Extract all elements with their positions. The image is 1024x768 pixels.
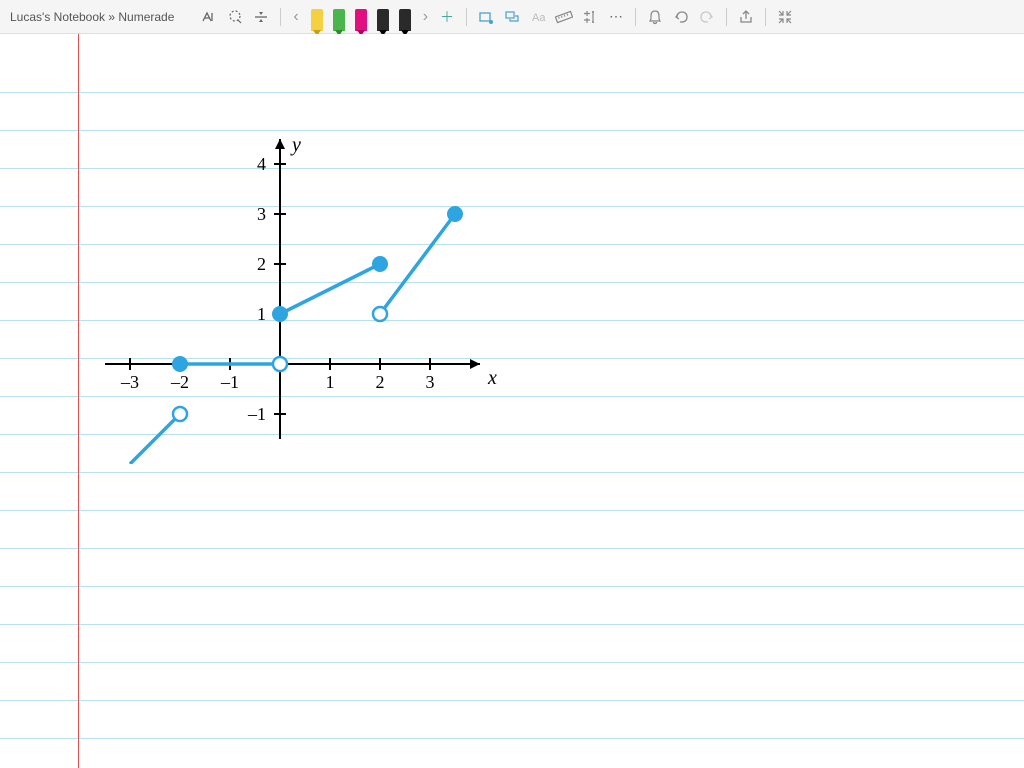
font-icon[interactable]: Aa [527,6,549,28]
collapse-icon[interactable] [774,6,796,28]
svg-text:2: 2 [376,372,385,392]
ruled-line [0,624,1024,625]
ruled-line [0,548,1024,549]
divider [466,8,467,26]
more-icon[interactable]: ⋯ [605,6,627,28]
paper-area[interactable]: –3 –2 –1 1 2 3 –1 1 2 3 4 x y [0,34,1024,768]
toolbar: Lucas's Notebook » Numerade ‹ › ＋ Aa ⋯ [0,0,1024,34]
shape-cycle-icon[interactable] [501,6,523,28]
svg-text:y: y [290,134,301,156]
svg-text:4: 4 [257,154,266,174]
pen-next-icon[interactable]: › [419,8,432,26]
divider [726,8,727,26]
svg-text:–1: –1 [220,372,239,392]
margin-line [78,34,79,768]
ruled-line [0,510,1024,511]
undo-icon[interactable] [670,6,692,28]
divider [765,8,766,26]
pen-tool-0[interactable] [307,3,327,31]
svg-text:–2: –2 [170,372,189,392]
chart: –3 –2 –1 1 2 3 –1 1 2 3 4 x y [95,64,505,464]
svg-text:1: 1 [257,304,266,324]
svg-text:3: 3 [257,204,266,224]
svg-text:2: 2 [257,254,266,274]
redo-icon[interactable] [696,6,718,28]
svg-text:–3: –3 [120,372,139,392]
ruler-icon[interactable] [553,6,575,28]
shape-rect-icon[interactable] [475,6,497,28]
ruled-line [0,700,1024,701]
svg-text:x: x [487,367,497,389]
breadcrumb[interactable]: Lucas's Notebook » Numerade [10,10,174,24]
divider [280,8,281,26]
pen-tool-2[interactable] [351,3,371,31]
svg-text:1: 1 [326,372,335,392]
ruled-line [0,738,1024,739]
ruled-line [0,472,1024,473]
pen-tool-1[interactable] [329,3,349,31]
svg-text:3: 3 [426,372,435,392]
svg-text:–1: –1 [247,404,266,424]
add-icon[interactable]: ＋ [436,6,458,28]
math-icon[interactable] [579,6,601,28]
share-icon[interactable] [735,6,757,28]
divider [635,8,636,26]
ruled-line [0,586,1024,587]
bell-icon[interactable] [644,6,666,28]
pen-tool-3[interactable] [373,3,393,31]
ruled-line [0,662,1024,663]
text-insert-icon[interactable] [198,6,220,28]
divide-icon[interactable] [250,6,272,28]
svg-text:Aa: Aa [532,12,546,24]
pen-prev-icon[interactable]: ‹ [289,8,302,26]
pen-tool-4[interactable] [395,3,415,31]
lasso-icon[interactable] [224,6,246,28]
